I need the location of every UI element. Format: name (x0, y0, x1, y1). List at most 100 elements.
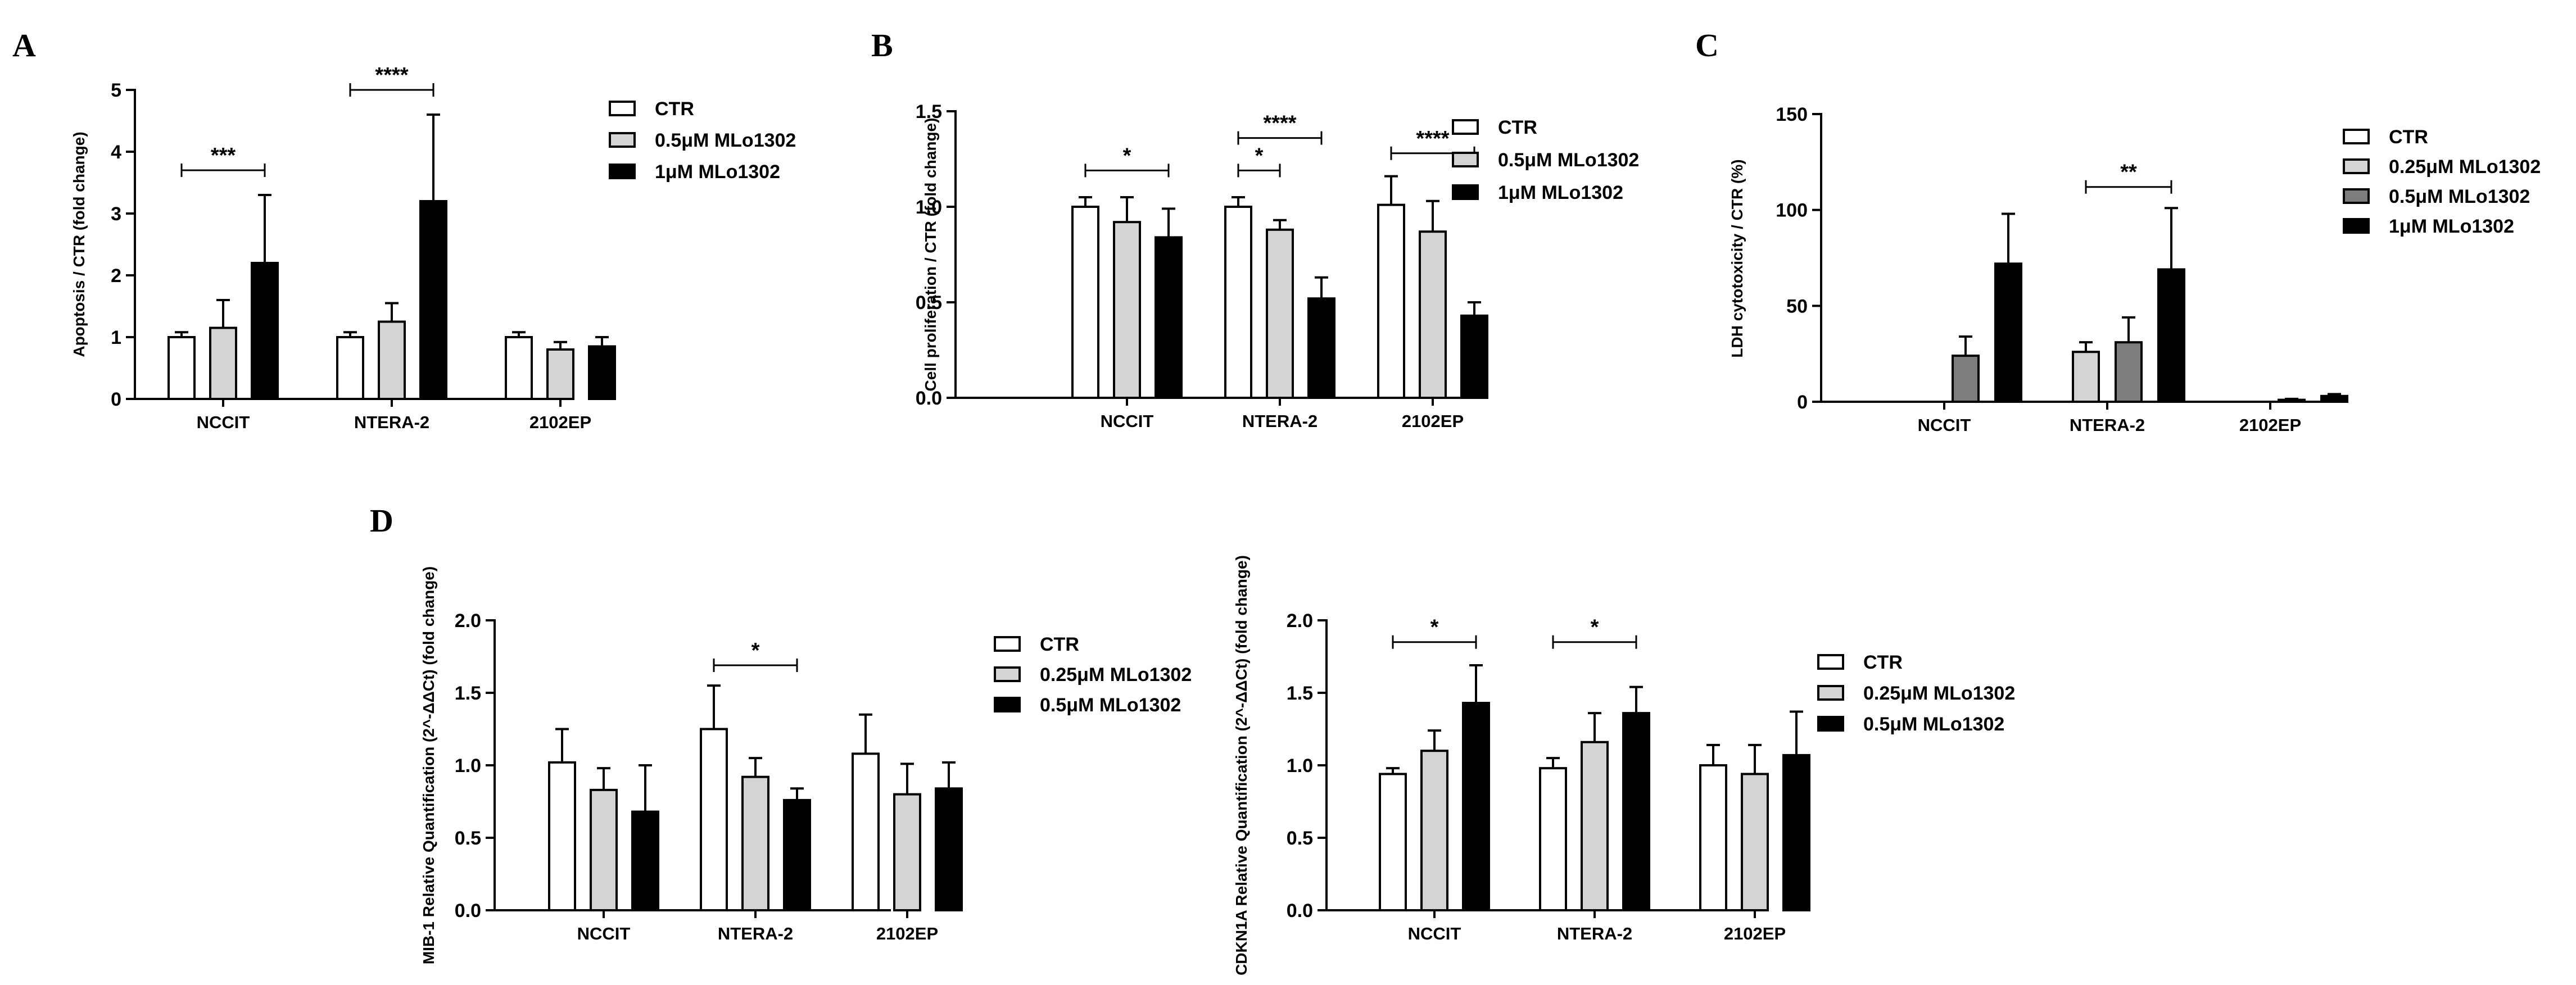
bar (1581, 741, 1609, 911)
chart-c: 0 50 100 150 LDH cytotoxicity / CTR (%) NCCIT… (1728, 104, 2541, 435)
bar (251, 262, 279, 400)
panel-letter-d: D (370, 502, 393, 539)
bar (2157, 268, 2185, 403)
bar (741, 775, 769, 912)
y-tick-label: 1.5 (455, 683, 481, 704)
category-label: 2102EP (529, 412, 591, 432)
legend-label: 0.5μM MLo1302 (655, 130, 796, 151)
bar (1224, 206, 1252, 399)
legend-label: 1μM MLo1302 (655, 161, 780, 183)
bar (2072, 351, 2100, 403)
y-axis-label: Apoptosis / CTR (fold change) (70, 131, 88, 357)
legend-label: 0.5μM MLo1302 (1498, 149, 1639, 171)
legend-label: 0.25μM MLo1302 (2389, 156, 2541, 178)
chart-a: 0 1 2 3 4 5 Apoptosis / CTR (fold change) NCCIT… (70, 63, 796, 432)
y-tick-label: 0 (111, 389, 121, 410)
y-tick-label: 2 (111, 265, 121, 287)
panel-letter-c: C (1695, 27, 1719, 63)
category-label: NCCIT (1408, 924, 1461, 943)
bar (1462, 702, 1490, 912)
category-label: NCCIT (1101, 411, 1154, 431)
y-tick-label: 2.0 (1287, 610, 1313, 632)
bar (336, 336, 364, 400)
charts-layer: 0 1 2 3 4 5 Apoptosis / CTR (fold change) NCCIT… (70, 63, 2541, 975)
bar (378, 320, 406, 400)
category-label: NTERA-2 (354, 412, 429, 432)
panel-letter-a: A (12, 27, 36, 63)
legend-swatch (609, 132, 636, 148)
bar (2278, 398, 2306, 403)
category-label: 2102EP (1724, 924, 1786, 943)
legend-swatch (2343, 129, 2370, 144)
significance-label: * (1255, 144, 1264, 167)
bar (548, 761, 576, 911)
significance-label: **** (1263, 112, 1296, 135)
y-tick-label: 2.0 (455, 610, 481, 632)
y-axis-label: CDKN1A Relative Quantification (2^-ΔΔCt)… (1233, 555, 1250, 975)
legend-label: CTR (1498, 117, 1537, 138)
y-tick-label: 1.0 (455, 755, 481, 777)
y-axis-label: Cell proliferation / CTR (fold change) (922, 118, 939, 392)
legend-swatch (1452, 119, 1479, 135)
bar (167, 336, 196, 400)
bar (1420, 750, 1448, 911)
significance-label: *** (211, 144, 236, 167)
y-tick-label: 0.5 (916, 292, 942, 314)
bar (1994, 262, 2022, 403)
y-tick-label: 1.0 (916, 197, 942, 218)
significance-label: **** (1416, 127, 1449, 151)
category-label: NTERA-2 (718, 924, 793, 943)
legend-label: CTR (1040, 634, 1079, 655)
category-label: NCCIT (1918, 415, 1971, 435)
y-tick-label: 1.5 (1287, 683, 1313, 704)
legend-swatch (2343, 188, 2370, 204)
y-axis-label: LDH cytotoxicity / CTR (%) (1728, 159, 1746, 357)
y-tick-label: 100 (1776, 200, 1808, 221)
bar (935, 787, 963, 912)
legend-swatch (1817, 685, 1844, 701)
bar (1741, 773, 1769, 911)
y-tick-label: 0.0 (916, 388, 942, 409)
legend-label: CTR (1863, 652, 1903, 673)
bar (783, 798, 811, 912)
bar (505, 336, 533, 400)
y-tick-label: 1 (111, 327, 121, 348)
bar (1622, 712, 1650, 911)
category-label: 2102EP (1402, 411, 1464, 431)
bar (631, 810, 659, 912)
significance-label: * (751, 639, 760, 662)
y-tick-label: 50 (1786, 296, 1808, 317)
legend-label: 0.25μM MLo1302 (1863, 683, 2015, 704)
bar (419, 200, 447, 400)
significance-label: * (1591, 616, 1599, 639)
chart-d1: 0.0 0.5 1.0 1.5 2.0 MIB-1 Relative Quantifica… (420, 566, 1192, 964)
y-tick-label: 0.5 (1287, 828, 1313, 849)
bar (1460, 314, 1488, 399)
bar (2320, 394, 2348, 403)
legend-label: CTR (2389, 126, 2428, 148)
y-tick-label: 1.5 (916, 101, 942, 122)
bar (893, 793, 921, 911)
bar (1113, 221, 1141, 399)
category-label: 2102EP (2239, 415, 2301, 435)
bar (700, 728, 728, 911)
y-tick-label: 1.0 (1287, 755, 1313, 777)
category-label: NTERA-2 (1242, 411, 1318, 431)
y-tick-label: 0 (1797, 392, 1808, 413)
legend-swatch (609, 164, 636, 179)
panel-letter-b: B (871, 27, 893, 63)
y-tick-label: 3 (111, 203, 121, 225)
category-label: NTERA-2 (1557, 924, 1632, 943)
bar (546, 348, 574, 400)
y-tick-label: 0.5 (455, 828, 481, 849)
legend-label: 0.25μM MLo1302 (1040, 664, 1192, 686)
y-tick-label: 150 (1776, 104, 1808, 125)
legend-label: 1μM MLo1302 (2389, 216, 2514, 237)
significance-label: * (1430, 616, 1439, 639)
significance-label: ** (2120, 161, 2137, 184)
y-tick-label: 5 (111, 80, 121, 101)
bar (1952, 355, 1980, 403)
bar (1539, 767, 1567, 912)
